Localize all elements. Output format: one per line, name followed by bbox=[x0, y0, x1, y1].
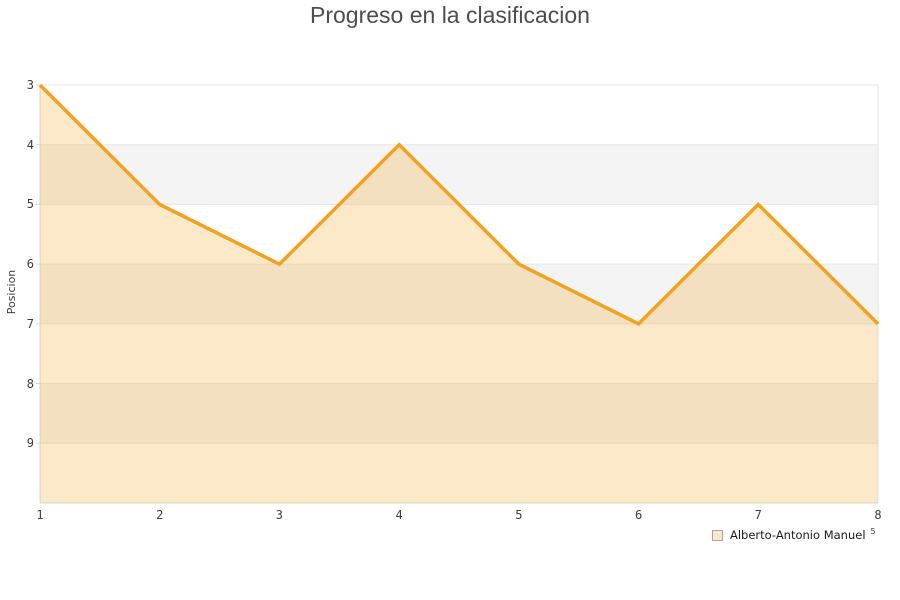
x-tick-label: 5 bbox=[515, 508, 523, 522]
y-tick-label: 3 bbox=[26, 78, 34, 92]
x-tick-label: 7 bbox=[754, 508, 762, 522]
series-area-fill bbox=[40, 85, 878, 503]
legend-series-label: Alberto-Antonio Manuel bbox=[730, 528, 866, 542]
x-tick-label: 8 bbox=[874, 508, 882, 522]
y-tick-label: 4 bbox=[26, 137, 34, 152]
legend-swatch-icon bbox=[712, 529, 723, 541]
series-line bbox=[38, 83, 880, 326]
legend[interactable]: Alberto-Antonio Manuel 5 bbox=[712, 526, 876, 542]
stray-glyph: 5 bbox=[870, 526, 876, 536]
y-tick-label: 6 bbox=[26, 257, 34, 272]
y-tick-label: 9 bbox=[26, 436, 34, 451]
x-tick-label: 4 bbox=[395, 508, 403, 522]
chart-title: Progreso en la clasificacion bbox=[310, 2, 590, 28]
y-tick-label: 8 bbox=[26, 376, 34, 391]
x-tick-label: 2 bbox=[156, 508, 164, 522]
x-tick-label: 1 bbox=[36, 508, 44, 522]
x-tick-label: 6 bbox=[634, 508, 643, 522]
y-tick-label: 7 bbox=[26, 316, 34, 331]
y-tick-label: 5 bbox=[26, 197, 34, 212]
x-tick-label: 3 bbox=[275, 508, 284, 522]
